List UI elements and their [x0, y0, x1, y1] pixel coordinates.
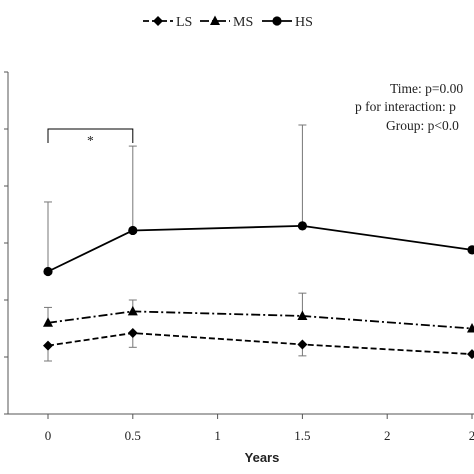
annotations: * Time: p=0.00 p for interaction: p Group: …	[47, 81, 463, 148]
stats-text-2: Group: p<0.0	[386, 118, 459, 133]
legend-label-HS: HS	[295, 15, 313, 30]
x-tick-label-3: 1.5	[294, 428, 310, 443]
legend-marker-LS	[153, 16, 163, 26]
legend-marker-HS	[272, 16, 282, 26]
x-tick-label-2: 1	[214, 428, 221, 443]
legend-marker-MS	[210, 15, 220, 25]
series-lines	[47, 224, 473, 356]
legend: LS MS HS	[143, 15, 313, 30]
point-MS-3	[467, 323, 474, 333]
axes: 0 0.5 1 1.5 2 2 Years	[4, 71, 474, 465]
point-HS-1	[128, 225, 138, 236]
error-bars	[44, 124, 307, 362]
point-HS-3	[467, 245, 474, 255]
point-HS-2	[297, 221, 307, 231]
point-MS-2	[297, 310, 308, 320]
x-tick-label-4: 2	[384, 428, 391, 443]
point-LS-2	[297, 339, 308, 350]
series-markers	[43, 221, 474, 360]
stats-text-0: Time: p=0.00	[390, 81, 463, 96]
significance-label: *	[87, 133, 94, 148]
point-MS-0	[43, 317, 53, 327]
x-tick-label-5: 2	[469, 428, 474, 443]
series-line-LS	[47, 332, 473, 356]
point-LS-3	[467, 349, 474, 360]
series-line-HS	[47, 224, 473, 273]
significance-bracket	[47, 128, 134, 143]
point-LS-1	[127, 328, 138, 339]
x-axis-title: Years	[245, 450, 280, 465]
point-MS-1	[127, 305, 138, 316]
stats-text-1: p for interaction: p	[355, 99, 456, 114]
x-tick-label-0: 0	[45, 428, 52, 443]
series-line-MS	[47, 310, 473, 330]
point-LS-0	[43, 340, 53, 351]
x-tick-label-1: 0.5	[125, 428, 141, 443]
legend-label-MS: MS	[233, 15, 253, 30]
legend-label-LS: LS	[176, 15, 192, 30]
point-HS-0	[43, 266, 53, 277]
